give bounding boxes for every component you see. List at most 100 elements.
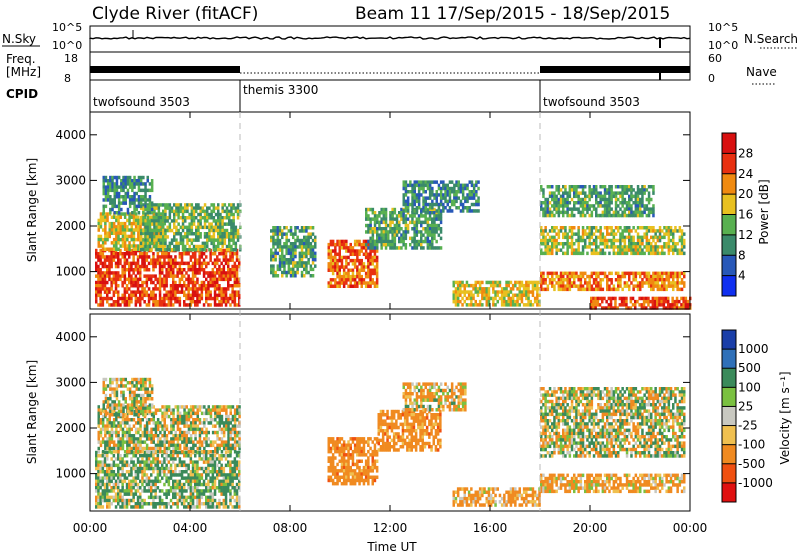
power-cell [525, 290, 528, 294]
power-cell [588, 204, 591, 208]
power-cell [216, 293, 219, 298]
power-cell [177, 216, 180, 220]
power-cell [151, 228, 154, 233]
power-cell [599, 287, 602, 292]
power-cell [562, 232, 565, 236]
power-cell [126, 237, 129, 242]
velocity-cell [154, 463, 157, 468]
power-cell [559, 226, 563, 230]
power-cell [376, 230, 379, 234]
power-cell [369, 223, 372, 228]
power-cell [137, 198, 141, 202]
power-cell [559, 274, 563, 279]
power-cell [599, 191, 602, 195]
power-cell [223, 228, 227, 233]
power-cell [106, 296, 109, 301]
power-cell [163, 296, 166, 301]
power-cell [398, 230, 401, 234]
power-cell [426, 209, 430, 213]
power-cell [148, 235, 152, 239]
power-cell [231, 284, 234, 288]
power-cell [177, 212, 180, 217]
power-cell [274, 242, 277, 246]
power-cell [236, 228, 240, 233]
power-cell [155, 228, 158, 233]
power-cell [151, 222, 154, 226]
power-cell [158, 277, 162, 282]
power-cell [106, 293, 109, 298]
power-cell [201, 209, 205, 214]
power-cell [329, 255, 333, 260]
power-cell [199, 219, 202, 223]
power-cell [203, 219, 207, 223]
power-cell [551, 197, 554, 202]
power-cell [542, 235, 545, 240]
power-cell [411, 186, 414, 191]
power-cell [97, 244, 100, 248]
power-cell [603, 306, 606, 310]
power-cell [415, 209, 419, 213]
power-cell [360, 262, 363, 266]
power-cell [632, 210, 635, 215]
power-cell [164, 235, 167, 239]
power-cell [153, 228, 156, 233]
power-cell [621, 271, 624, 276]
power-cell [496, 299, 499, 304]
power-cell [294, 270, 297, 275]
power-cell [159, 225, 162, 229]
power-cell [638, 296, 641, 301]
power-cell [203, 209, 207, 214]
power-cell [106, 268, 109, 272]
power-cell [382, 214, 386, 218]
velocity-cell [194, 463, 197, 468]
power-cell [636, 242, 640, 246]
velocity-cell [121, 457, 124, 461]
power-cell [270, 235, 273, 240]
power-cell [456, 296, 460, 301]
velocity-cell [99, 502, 102, 506]
power-cell [103, 261, 107, 266]
power-cell [559, 201, 563, 205]
power-cell [413, 199, 416, 204]
power-cell [184, 248, 187, 252]
power-cell [156, 303, 160, 307]
power-cell [106, 231, 109, 235]
power-cell [661, 229, 664, 233]
power-cell [456, 293, 460, 297]
power-cell [146, 179, 149, 183]
power-cell [327, 246, 330, 250]
power-cell [378, 236, 381, 241]
power-cell [150, 207, 154, 212]
power-cell [428, 246, 432, 250]
power-cell [353, 242, 357, 247]
power-cell [452, 283, 455, 288]
power-cell [224, 271, 228, 275]
power-cell [400, 233, 403, 237]
power-cell [101, 215, 105, 219]
power-cell [599, 197, 602, 202]
power-cell [628, 213, 631, 218]
power-cell [181, 222, 185, 226]
power-cell [303, 226, 306, 230]
power-cell [287, 245, 291, 249]
power-cell [227, 264, 230, 269]
power-cell [292, 232, 295, 236]
power-cell [650, 210, 653, 215]
power-cell [373, 217, 377, 221]
power-cell [232, 238, 235, 242]
power-cell [507, 280, 510, 285]
power-cell [311, 261, 315, 265]
power-cell [658, 229, 662, 233]
power-cell [270, 238, 273, 243]
power-cell [564, 191, 567, 195]
power-cell [630, 191, 633, 195]
power-cell [289, 254, 293, 259]
velocity-cell [97, 460, 100, 464]
power-cell [581, 207, 585, 211]
power-cell [492, 280, 495, 285]
power-cell [617, 210, 620, 215]
power-cell [146, 248, 150, 252]
power-cell [641, 213, 644, 218]
power-cell [553, 235, 556, 240]
power-cell [136, 280, 140, 285]
